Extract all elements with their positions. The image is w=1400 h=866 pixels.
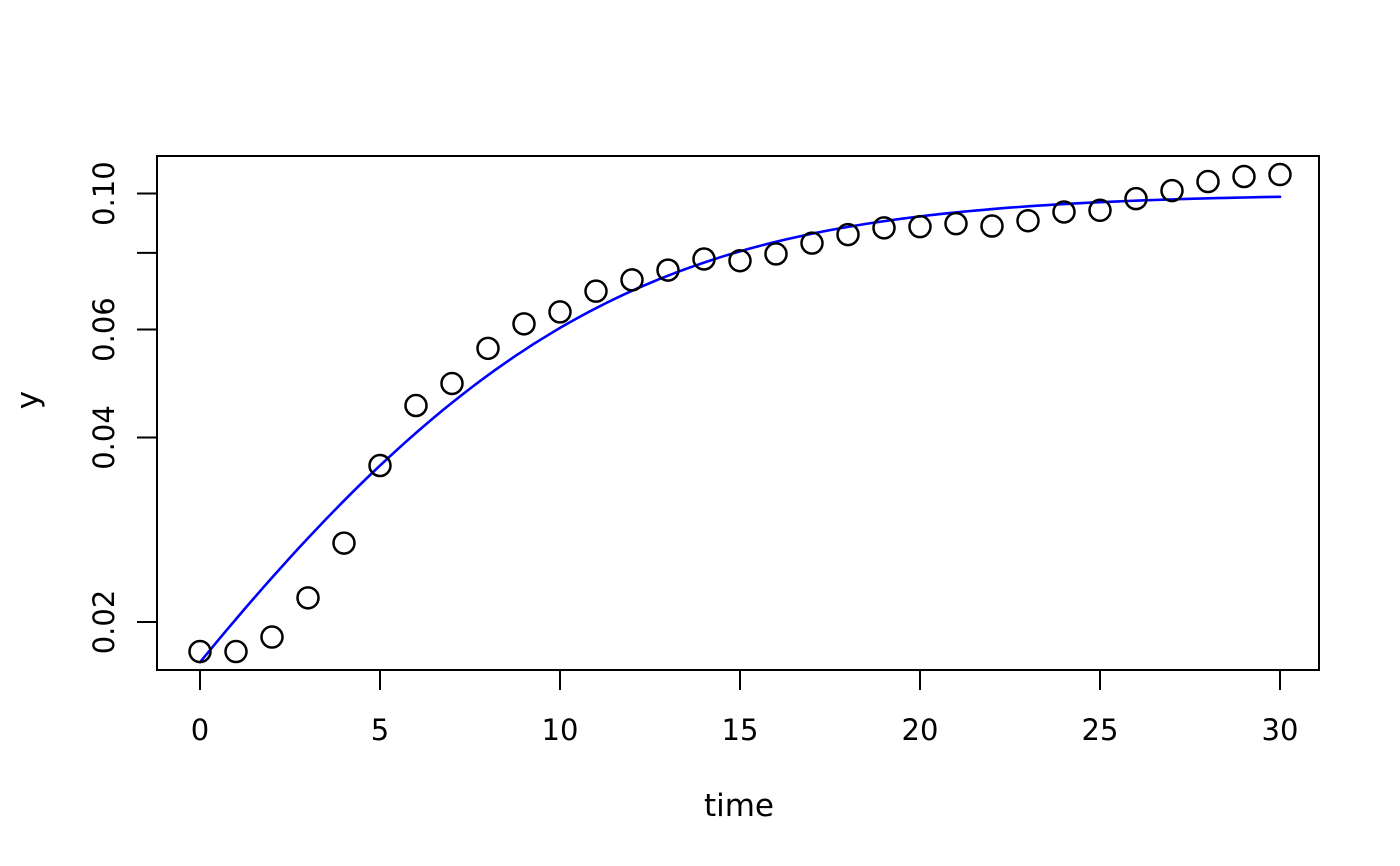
data-point [476,336,500,361]
data-point [584,279,608,303]
data-point [728,248,752,273]
data-point [1268,162,1292,187]
data-point [1160,178,1184,203]
x-tick-label: 30 [1262,713,1299,747]
x-tick-label: 20 [902,713,939,747]
data-point [836,222,860,247]
data-point [980,214,1004,238]
fit-curve-line [198,195,1282,664]
y-tick-label: 0.02 [87,590,121,655]
x-tick-label: 15 [722,713,759,747]
data-point [188,639,212,664]
data-point [872,216,896,240]
data-point [1016,208,1040,233]
data-point [368,453,392,478]
data-point [1232,164,1256,189]
data-point [764,242,788,266]
data-point [800,231,824,255]
data-point [260,625,284,649]
data-point [296,586,320,610]
data-point [944,211,968,236]
data-point [1052,200,1076,224]
y-tick-label: 0.04 [87,405,121,470]
data-point [692,247,716,271]
x-tick-label: 0 [191,713,209,747]
data-point [440,371,464,396]
plot-frame [156,155,1320,671]
y-tick-label: 0.10 [87,161,121,226]
data-point [1124,186,1148,211]
x-tick-label: 10 [542,713,579,747]
data-point [1196,169,1220,194]
data-point [548,300,572,324]
data-point [332,531,356,555]
data-point [656,258,680,282]
data-point [620,268,644,292]
data-point [224,639,248,664]
data-point [404,393,428,418]
x-axis-title: time [704,788,774,824]
x-tick-label: 25 [1082,713,1119,747]
data-point [512,312,536,336]
data-point [1088,198,1112,223]
x-tick-label: 5 [371,713,389,747]
y-axis-title: y [10,391,46,409]
data-point [908,214,932,239]
y-tick-label: 0.06 [87,297,121,362]
